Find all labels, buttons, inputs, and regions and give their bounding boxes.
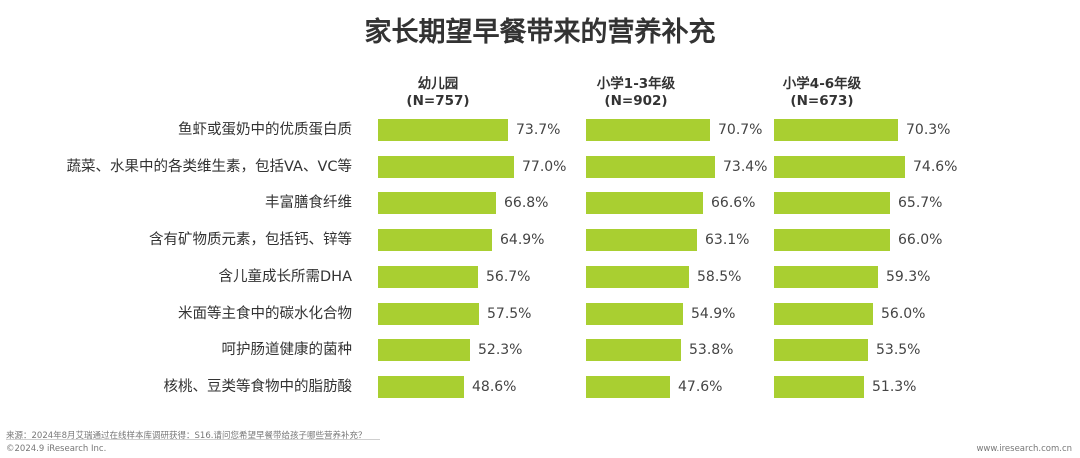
bar — [774, 229, 890, 252]
bar — [774, 155, 905, 178]
data-label: 51.3% — [872, 378, 917, 395]
panel-header: 小学4-6年级 (N=673) — [752, 76, 892, 116]
bar — [774, 339, 868, 362]
category-label: 呵护肠道健康的菌种 — [221, 342, 353, 359]
bar — [378, 229, 492, 252]
category-label: 丰富膳食纤维 — [265, 195, 352, 212]
data-label: 66.0% — [898, 232, 943, 249]
bar — [586, 265, 689, 288]
bar — [586, 302, 683, 325]
bar — [774, 119, 898, 141]
panel-sample-size: (N=673) — [790, 93, 854, 109]
bar — [586, 375, 670, 398]
bar — [586, 229, 697, 252]
panel-name: 幼儿园 — [417, 76, 459, 92]
category-label: 含有矿物质元素，包括钙、锌等 — [149, 232, 352, 249]
bar — [774, 375, 864, 398]
category-label: 米面等主食中的碳水化合物 — [178, 305, 352, 322]
data-label: 48.6% — [472, 378, 517, 395]
data-label: 47.6% — [678, 378, 723, 395]
data-label: 56.7% — [486, 268, 531, 285]
bar — [586, 119, 710, 141]
data-label: 53.5% — [876, 342, 921, 359]
bar — [586, 192, 703, 215]
data-label: 53.8% — [689, 342, 734, 359]
data-label: 64.9% — [500, 232, 545, 249]
website-url: www.iresearch.com.cn — [976, 444, 1072, 454]
data-label: 70.7% — [718, 122, 763, 138]
data-label: 54.9% — [691, 305, 736, 322]
data-label: 57.5% — [487, 305, 532, 322]
bar — [378, 155, 514, 178]
data-label: 74.6% — [913, 158, 958, 175]
data-label: 70.3% — [906, 122, 951, 138]
bar — [378, 302, 479, 325]
bar — [378, 192, 496, 215]
data-label: 59.3% — [886, 268, 931, 285]
bar — [378, 339, 470, 362]
data-label: 65.7% — [898, 195, 943, 212]
footer-divider — [6, 439, 380, 440]
panel-header: 小学1-3年级 (N=902) — [566, 76, 706, 116]
category-label: 含儿童成长所需DHA — [218, 268, 353, 285]
bar — [378, 119, 508, 141]
bar — [586, 339, 681, 362]
bar — [586, 155, 715, 178]
category-label: 蔬菜、水果中的各类维生素，包括VA、VC等 — [66, 158, 352, 175]
source-note: 来源：2024年8月艾瑞通过在线样本库调研获得：S16.请问您希望早餐带给孩子哪… — [6, 431, 367, 441]
data-label: 73.4% — [723, 158, 768, 175]
bar — [774, 265, 878, 288]
panel-header: 幼儿园 (N=757) — [368, 76, 508, 116]
data-label: 66.8% — [504, 195, 549, 212]
panel-sample-size: (N=902) — [604, 93, 668, 109]
data-label: 73.7% — [516, 122, 561, 138]
panel-sample-size: (N=757) — [406, 93, 470, 109]
bar — [774, 192, 890, 215]
category-label: 鱼虾或蛋奶中的优质蛋白质 — [178, 122, 352, 138]
data-label: 66.6% — [711, 195, 756, 212]
data-label: 56.0% — [881, 305, 926, 322]
panel-name: 小学4-6年级 — [782, 76, 862, 92]
bar — [378, 265, 478, 288]
data-label: 77.0% — [522, 158, 567, 175]
category-label: 核桃、豆类等食物中的脂肪酸 — [163, 378, 353, 395]
copyright-text: ©2024.9 iResearch Inc. — [6, 444, 107, 454]
bar — [774, 302, 873, 325]
bar — [378, 375, 464, 398]
data-label: 58.5% — [697, 268, 742, 285]
chart-title: 家长期望早餐带来的营养补充 — [364, 17, 716, 48]
panel-name: 小学1-3年级 — [596, 76, 676, 92]
data-label: 52.3% — [478, 342, 523, 359]
data-label: 63.1% — [705, 232, 750, 249]
